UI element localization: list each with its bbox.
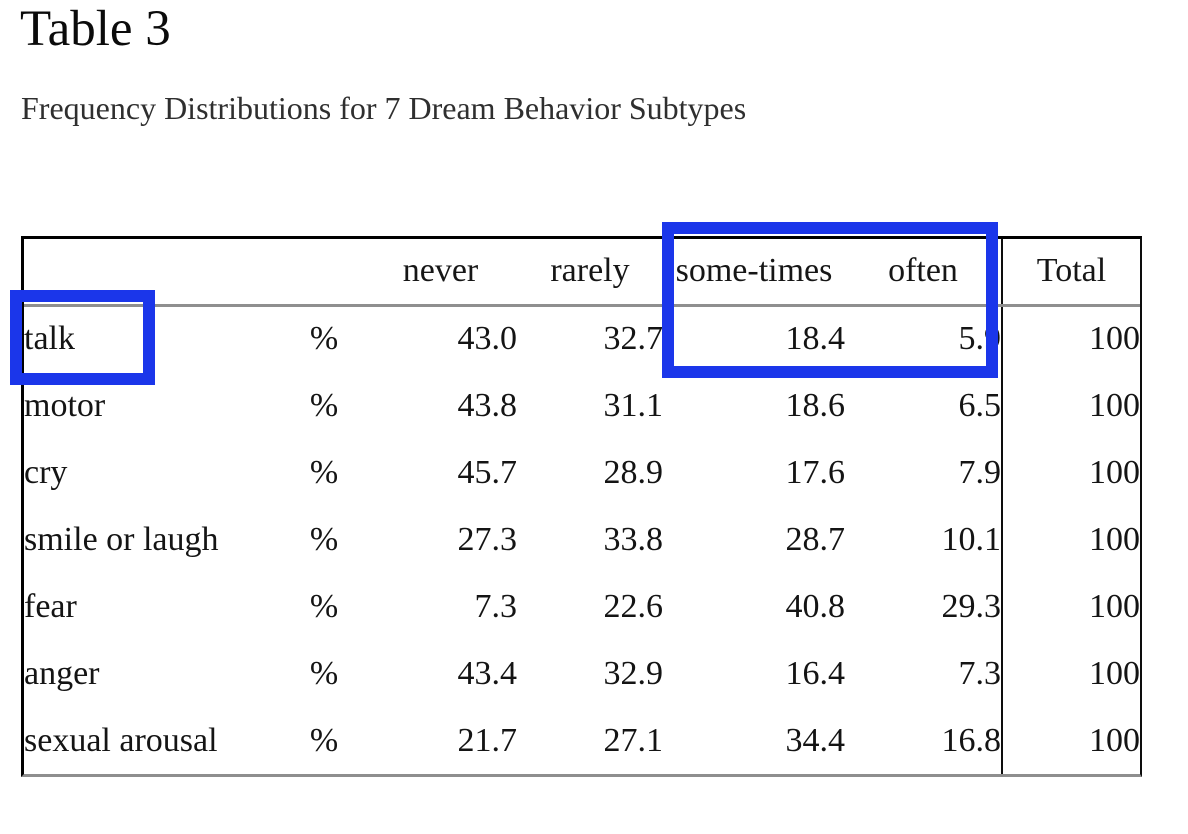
cell-total: 100 [1001,439,1140,506]
column-header-often: often [845,239,1002,307]
percent-sign: % [309,587,339,625]
row-label: talk [24,320,75,358]
cell-often: 7.9 [958,453,1002,491]
cell-sometimes: 17.6 [785,453,846,491]
row-label: fear [24,587,77,625]
row-label: anger [24,654,100,692]
cell-total: 100 [1001,506,1140,573]
cell-rarely: 32.7 [603,320,664,358]
cell-total: 100 [1001,372,1140,439]
cell-sometimes: 34.4 [785,721,846,759]
cell-never: 43.8 [457,386,518,424]
row-label: motor [24,386,106,424]
cell-rarely: 32.9 [603,654,664,692]
cell-total: 100 [1001,573,1140,640]
cell-often: 6.5 [958,386,1002,424]
table-row-cry: cry % 45.7 28.9 17.6 7.9 100 [24,439,1140,506]
table-row-motor: motor % 43.8 31.1 18.6 6.5 100 [24,372,1140,439]
percent-sign: % [309,721,339,759]
cell-never: 45.7 [457,453,518,491]
column-header-sometimes: some-times [663,239,845,307]
percent-sign: % [309,320,339,358]
dream-behavior-table: never rarely some-times often Total talk… [24,239,1140,774]
row-label: cry [24,453,68,491]
cell-never: 7.3 [474,587,518,625]
row-label: smile or laugh [24,520,219,558]
table-row-fear: fear % 7.3 22.6 40.8 29.3 100 [24,573,1140,640]
page-title: Table 3 [20,1,171,57]
cell-rarely: 33.8 [603,520,664,558]
percent-sign: % [309,520,339,558]
cell-rarely: 22.6 [603,587,664,625]
cell-rarely: 28.9 [603,453,664,491]
frequency-table: never rarely some-times often Total talk… [21,236,1142,777]
cell-never: 21.7 [457,721,518,759]
percent-sign: % [309,654,339,692]
header-empty-unit [284,239,364,307]
cell-never: 27.3 [457,520,518,558]
percent-sign: % [309,453,339,491]
cell-total: 100 [1001,640,1140,707]
cell-total: 100 [1001,707,1140,774]
table-row-anger: anger % 43.4 32.9 16.4 7.3 100 [24,640,1140,707]
cell-total: 100 [1001,305,1140,372]
column-header-total: Total [1001,239,1140,307]
cell-sometimes: 16.4 [785,654,846,692]
column-header-rarely: rarely [517,239,663,307]
table-caption: Frequency Distributions for 7 Dream Beha… [21,90,747,126]
cell-often: 10.1 [941,520,1002,558]
row-label: sexual arousal [24,721,218,759]
cell-often: 16.8 [941,721,1002,759]
column-header-never: never [364,239,517,307]
cell-sometimes: 28.7 [785,520,846,558]
percent-sign: % [309,386,339,424]
header-empty-label [24,239,284,307]
table-row-sexual-arousal: sexual arousal % 21.7 27.1 34.4 16.8 100 [24,707,1140,774]
header-row: never rarely some-times often Total [24,239,1140,307]
table-row-talk: talk % 43.0 32.7 18.4 5.9 100 [24,305,1140,372]
cell-often: 5.9 [958,320,1002,358]
cell-sometimes: 18.6 [785,386,846,424]
cell-never: 43.0 [457,320,518,358]
cell-often: 7.3 [958,654,1002,692]
cell-sometimes: 40.8 [785,587,846,625]
cell-sometimes: 18.4 [785,320,846,358]
cell-rarely: 31.1 [603,386,664,424]
cell-rarely: 27.1 [603,721,664,759]
cell-never: 43.4 [457,654,518,692]
cell-often: 29.3 [941,587,1002,625]
table-row-smile-or-laugh: smile or laugh % 27.3 33.8 28.7 10.1 100 [24,506,1140,573]
